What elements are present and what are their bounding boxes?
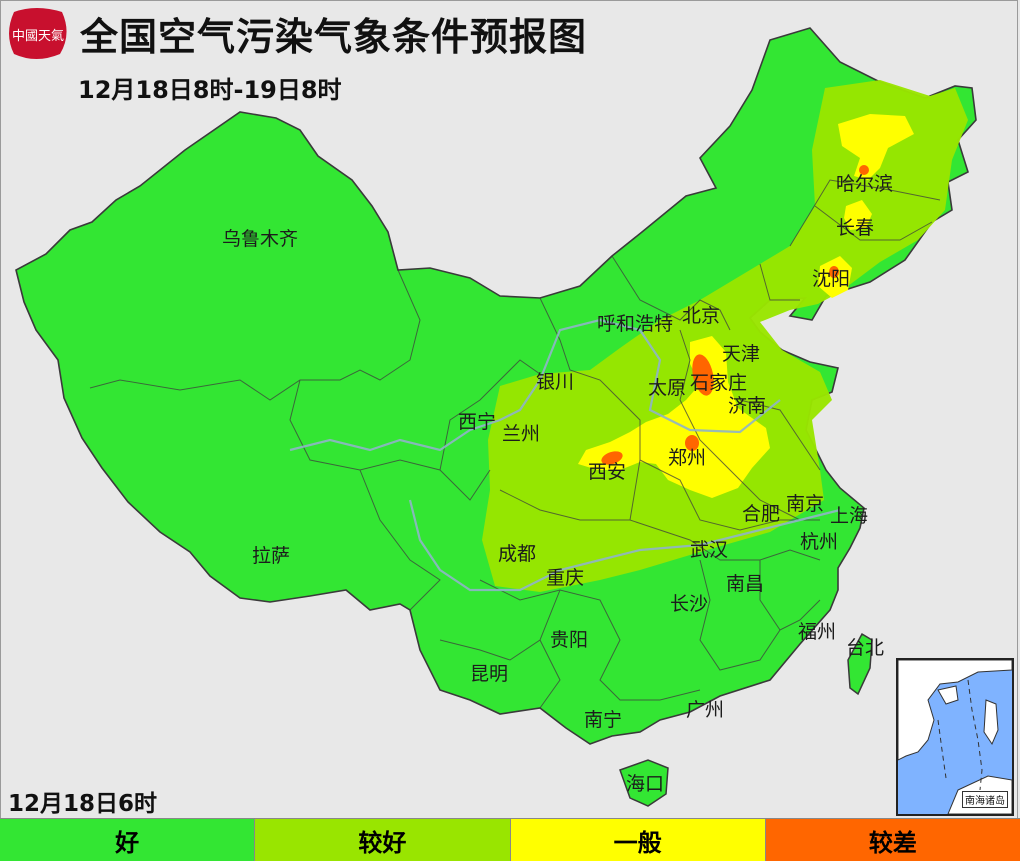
inset-map	[898, 660, 1012, 814]
city-haikou: 海口	[626, 773, 664, 795]
forecast-period: 12月18日8时-19日8时	[78, 76, 342, 104]
city-harbin: 哈尔滨	[836, 173, 893, 195]
city-shanghai: 上海	[830, 505, 868, 527]
cma-logo: 中國天氣	[6, 6, 70, 62]
city-nanning: 南宁	[584, 709, 622, 731]
legend-item-moderate: 一般	[510, 819, 766, 861]
legend-label-relatively-poor: 较差	[868, 828, 917, 857]
city-urumqi: 乌鲁木齐	[222, 228, 298, 250]
legend-item-relatively-poor: 较差	[765, 819, 1020, 861]
province-boundaries	[89, 179, 941, 709]
city-xian: 西安	[588, 461, 626, 483]
rivers	[289, 318, 841, 592]
city-xining: 西宁	[458, 411, 496, 433]
city-kunming: 昆明	[470, 663, 508, 685]
page-title: 全国空气污染气象条件预报图	[80, 15, 588, 59]
inset-label: 南海诸岛	[962, 791, 1008, 808]
city-changchun: 长春	[836, 217, 874, 239]
city-yinchuan: 银川	[536, 371, 574, 393]
city-taiyuan: 太原	[648, 377, 686, 399]
city-wuhan: 武汉	[690, 539, 728, 561]
city-shijiazhuang: 石家庄	[690, 372, 747, 394]
city-nanchang: 南昌	[726, 573, 764, 595]
city-hefei: 合肥	[742, 503, 780, 525]
city-lhasa: 拉萨	[252, 545, 290, 567]
legend-label-relatively-good: 较好	[358, 828, 407, 857]
city-hangzhou: 杭州	[800, 531, 838, 553]
city-fuzhou: 福州	[798, 621, 836, 643]
city-zhengzhou: 郑州	[668, 447, 706, 469]
city-tianjin: 天津	[722, 343, 760, 365]
legend-label-moderate: 一般	[613, 828, 662, 857]
hainan-island	[619, 759, 669, 807]
legend-bar: 好 较好 一般 较差	[0, 818, 1020, 861]
zone-moderate-central	[578, 336, 770, 498]
city-hohhot: 呼和浩特	[597, 313, 673, 335]
zone-poor-shenyang	[829, 266, 839, 278]
city-guangzhou: 广州	[686, 699, 724, 721]
city-chongqing: 重庆	[546, 567, 584, 589]
city-nanjing: 南京	[786, 493, 824, 515]
legend-item-relatively-good: 较好	[255, 819, 511, 861]
city-jinan: 济南	[728, 395, 766, 417]
zone-poor-shijiazhuang	[692, 354, 714, 396]
issue-time: 12月18日6时	[8, 791, 158, 817]
zone-poor-xian	[601, 451, 623, 465]
city-changsha: 长沙	[670, 593, 708, 615]
china-map: 乌鲁木齐 拉萨 西宁 兰州 银川 呼和浩特 北京 天津 太原 石家庄 济南 西安…	[15, 27, 977, 807]
city-lanzhou: 兰州	[502, 423, 540, 445]
taiwan-island	[847, 632, 873, 696]
city-guiyang: 贵阳	[550, 629, 588, 651]
zone-poor-zhengzhou	[685, 435, 699, 451]
south-china-sea-inset: 南海诸岛	[896, 658, 1014, 816]
zone-poor-harbin	[859, 165, 869, 175]
city-taipei: 台北	[846, 637, 884, 659]
city-shenyang: 沈阳	[812, 268, 850, 290]
city-chengdu: 成都	[498, 543, 536, 565]
zone-moderate-changchun	[844, 200, 872, 230]
city-beijing: 北京	[682, 305, 720, 327]
svg-text:中國天氣: 中國天氣	[12, 29, 64, 44]
legend-label-good: 好	[115, 828, 140, 857]
zone-moderate-northeast	[838, 114, 914, 180]
legend-item-good: 好	[0, 819, 256, 861]
